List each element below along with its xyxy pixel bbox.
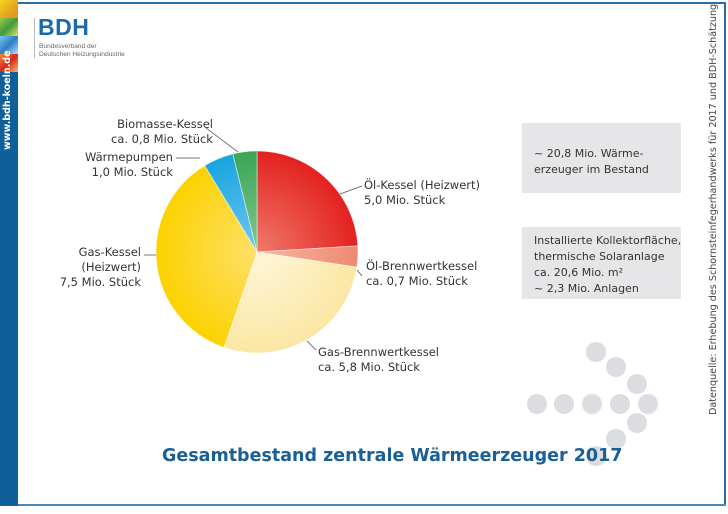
slice-label-name: Gas-Kessel — [78, 245, 141, 259]
leader-line-oel-brennwert — [356, 269, 363, 277]
decorative-dot — [627, 413, 647, 433]
info-line: erzeuger im Bestand — [534, 163, 649, 176]
leader-line-oel-kessel — [339, 185, 363, 195]
slice-label-value: ca. 0,8 Mio. Stück — [111, 132, 213, 146]
info-line: Installierte Kollektorfläche, — [534, 234, 682, 247]
slice-label-name: Biomasse-Kessel — [117, 117, 213, 131]
info-line: ca. 20,6 Mio. m² — [534, 266, 623, 279]
logo-subtitle: Bundesverband der Deutschen Heizungsindu… — [39, 43, 125, 59]
slice-label-name: Gas-Brennwertkessel — [318, 345, 440, 359]
bdh-logo: BDH — [38, 14, 90, 40]
slice-label-waermepumpen: Wärmepumpen 1,0 Mio. Stück — [85, 150, 173, 180]
frame-top-border — [18, 2, 726, 4]
slice-label-value: 1,0 Mio. Stück — [91, 165, 173, 179]
pie-slice-öl-kessel-heizwert — [256, 150, 359, 253]
slice-label-gas-brennwert: Gas-Brennwertkessel ca. 5,8 Mio. Stück — [318, 345, 439, 375]
slice-label-value: ca. 0,7 Mio. Stück — [366, 274, 468, 288]
slice-label-gas-kessel: Gas-Kessel (Heizwert) 7,5 Mio. Stück — [57, 245, 141, 290]
info-line: ~ 20,8 Mio. Wärme- — [534, 147, 644, 160]
slice-label-oel-kessel: Öl-Kessel (Heizwert) 5,0 Mio. Stück — [364, 178, 480, 208]
brand-sidebar: www.bdh-koeln.de — [0, 0, 18, 506]
decorative-dot — [627, 374, 647, 394]
slice-label-value: 5,0 Mio. Stück — [364, 193, 446, 207]
info-box-total-heat-generators: ~ 20,8 Mio. Wärme- erzeuger im Bestand — [522, 123, 681, 193]
slice-label-value: 7,5 Mio. Stück — [59, 275, 141, 289]
pie-slice-gas-kessel-heizwert — [155, 165, 258, 348]
sun-stripe-icon — [0, 0, 18, 18]
decorative-dot — [586, 342, 606, 362]
frame-right-border — [724, 2, 726, 506]
slice-label-biomasse: Biomasse-Kessel ca. 0,8 Mio. Stück — [111, 117, 213, 147]
slice-label-name: Wärmepumpen — [85, 150, 173, 164]
data-source-note: Datenquelle: Erhebung des Schornsteinfeg… — [708, 3, 719, 415]
leader-line-gas-brennwert — [306, 340, 317, 351]
logo-subtitle-line2: Deutschen Heizungsindustrie — [39, 51, 125, 58]
decorative-dot — [554, 394, 574, 414]
decorative-dot — [606, 429, 626, 449]
decorative-dot — [606, 357, 626, 377]
info-box-solar-collectors: Installierte Kollektorfläche, thermische… — [522, 227, 681, 299]
water-stripe-icon — [0, 36, 18, 54]
arrow-dots-decoration — [527, 342, 658, 466]
nature-stripe-icon — [0, 18, 18, 36]
slice-label-oel-brennwert: Öl-Brennwertkessel ca. 0,7 Mio. Stück — [366, 259, 477, 289]
logo-divider — [34, 18, 35, 58]
pie-slice-gas-brennwertkessel — [223, 251, 358, 354]
decorative-dot — [586, 446, 606, 466]
frame-bottom-border — [18, 504, 726, 506]
slice-label-name: Öl-Brennwertkessel — [366, 259, 478, 273]
chart-title: Gesamtbestand zentrale Wärmeerzeuger 201… — [162, 446, 623, 466]
leader-line-biomasse — [205, 127, 239, 153]
decorative-dot — [610, 394, 630, 414]
slice-label-value: ca. 5,8 Mio. Stück — [318, 360, 420, 374]
decorative-dot — [638, 394, 658, 414]
fire-stripe-icon — [0, 54, 18, 72]
pie-slices — [155, 150, 359, 354]
slice-label-name: Öl-Kessel (Heizwert) — [364, 178, 480, 192]
slice-label-detail: (Heizwert) — [81, 260, 141, 274]
decorative-dot — [582, 394, 602, 414]
info-line: ~ 2,3 Mio. Anlagen — [534, 282, 639, 295]
decorative-dot — [527, 394, 547, 414]
leader-lines — [144, 127, 363, 351]
info-line: thermische Solaranlage — [534, 250, 665, 263]
logo-subtitle-line1: Bundesverband der — [39, 43, 97, 50]
pie-slice-biomasse-kessel — [232, 150, 258, 253]
